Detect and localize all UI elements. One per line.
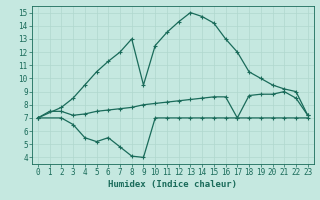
X-axis label: Humidex (Indice chaleur): Humidex (Indice chaleur) — [108, 180, 237, 189]
